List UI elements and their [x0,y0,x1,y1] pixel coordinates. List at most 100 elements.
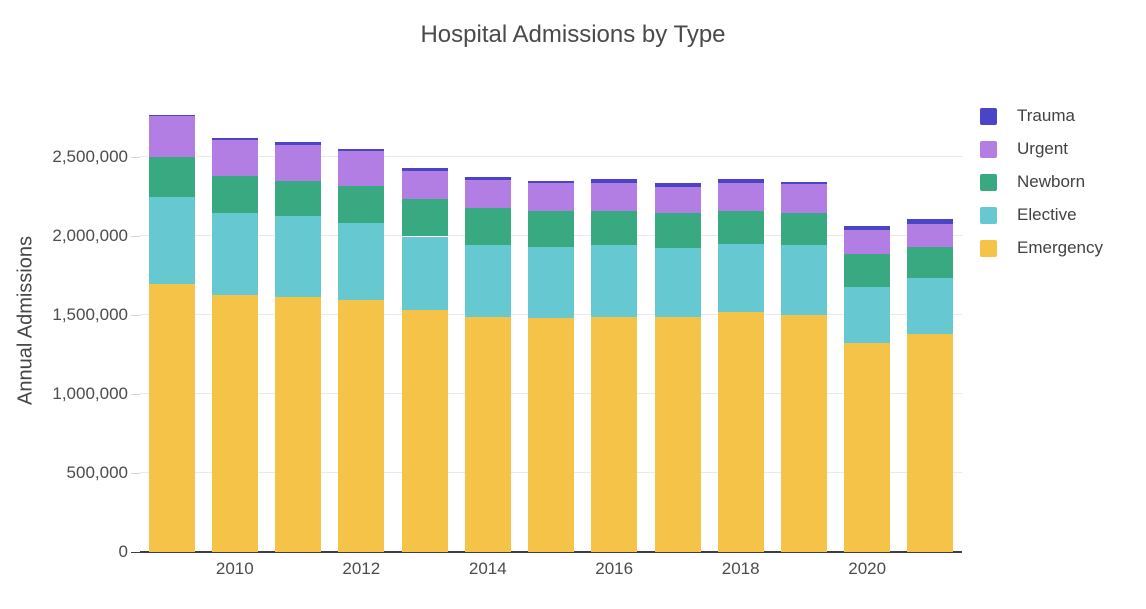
bar-2014-newborn [464,208,511,246]
x-axis-line [140,551,962,553]
legend-item-urgent[interactable]: Urgent [980,139,1103,159]
bar-2012-elective [338,222,385,300]
bar-2011-elective [275,216,322,298]
y-tick-label: 1,000,000 [52,384,128,404]
legend-item-newborn[interactable]: Newborn [980,172,1103,192]
bar-2013-newborn [401,199,448,237]
bar-2011-newborn [275,180,322,216]
plot-area [140,90,962,553]
legend-swatch-urgent [980,140,997,158]
legend-label: Emergency [1017,238,1103,257]
y-tick-label: 2,000,000 [52,226,128,246]
legend-item-elective[interactable]: Elective [980,205,1103,225]
bar-2012-trauma [338,148,385,152]
bar-2020-trauma [844,225,891,230]
chart-title: Hospital Admissions by Type [420,21,726,48]
legend-swatch-newborn [980,173,997,191]
bar-2019-urgent [780,183,827,213]
bar-2017-emergency [654,316,701,552]
bar-2010-urgent [211,139,258,177]
legend-swatch-trauma [980,107,997,125]
bar-2009-urgent [148,115,195,157]
bar-2009-trauma [148,114,195,116]
y-tick [131,551,140,553]
bar-2013-elective [401,236,448,310]
bar-2021-emergency [907,333,954,552]
y-tick [131,235,140,237]
x-tick-label: 2020 [848,559,887,578]
bar-2021-newborn [907,246,954,278]
bar-2017-urgent [654,187,701,213]
bar-2010-trauma [211,138,258,140]
bar-2015-newborn [528,211,574,247]
bar-2012-emergency [338,299,385,552]
bar-2018-trauma [717,179,764,183]
legend-item-trauma[interactable]: Trauma [980,106,1103,126]
bar-2014-elective [464,245,511,318]
bar-2015-trauma [528,180,574,184]
bar-2019-emergency [780,314,827,552]
bar-2020-urgent [844,230,891,254]
bar-2020-emergency [844,342,891,552]
bar-2009-elective [148,197,195,285]
bar-2015-elective [528,246,574,319]
bar-2011-trauma [275,142,322,146]
bar-2019-elective [780,245,827,315]
bar-2011-urgent [275,145,322,181]
legend-swatch-emergency [980,239,997,257]
bar-2016-elective [591,244,638,317]
bar-2015-urgent [528,183,574,211]
bar-2011-emergency [275,297,322,552]
legend-label: Urgent [1017,139,1069,158]
legend-label: Trauma [1017,106,1075,125]
bar-2019-newborn [780,213,827,246]
bar-2010-elective [211,213,258,295]
bar-2018-urgent [717,182,764,211]
bar-2010-emergency [211,294,258,552]
x-tick-label: 2012 [342,559,381,578]
legend-label: Elective [1017,205,1077,224]
y-tick [131,472,140,474]
bar-2016-emergency [591,316,638,552]
bar-2016-urgent [591,182,638,211]
x-tick-label: 2010 [215,559,254,578]
y-tick-label: 1,500,000 [52,305,128,325]
bar-2017-elective [654,247,701,317]
bar-2009-emergency [148,284,195,552]
bar-2020-newborn [844,254,891,287]
bar-2021-urgent [907,224,954,247]
y-tick [131,314,140,316]
bar-2018-emergency [717,311,764,552]
bar-2013-emergency [401,309,448,552]
bar-2014-emergency [464,317,511,552]
y-tick-label: 0 [118,542,128,561]
legend-item-emergency[interactable]: Emergency [980,238,1103,258]
bar-2021-trauma [907,219,954,225]
bar-2012-urgent [338,151,385,186]
bar-2013-urgent [401,170,448,200]
bar-2017-trauma [654,183,701,188]
bar-2019-trauma [780,181,827,184]
bar-2009-newborn [148,156,195,198]
legend: Trauma Urgent Newborn Elective Emergency [980,106,1103,271]
y-tick-label: 2,500,000 [52,147,128,167]
gridline [140,156,962,158]
bar-2015-emergency [528,318,574,552]
y-tick [131,156,140,158]
legend-label: Newborn [1017,172,1086,191]
bar-2014-urgent [464,179,511,208]
bar-2017-newborn [654,212,701,248]
y-tick [131,393,140,395]
legend-swatch-elective [980,206,997,224]
x-tick-label: 2018 [721,559,760,578]
bar-2016-trauma [591,179,638,183]
bar-2014-trauma [464,176,511,180]
bar-2018-elective [717,244,764,312]
bar-2016-newborn [591,210,638,245]
x-tick-label: 2016 [595,559,634,578]
bar-2021-elective [907,277,954,334]
bar-2018-newborn [717,210,764,245]
x-tick-label: 2014 [468,559,507,578]
bar-2010-newborn [211,176,258,214]
